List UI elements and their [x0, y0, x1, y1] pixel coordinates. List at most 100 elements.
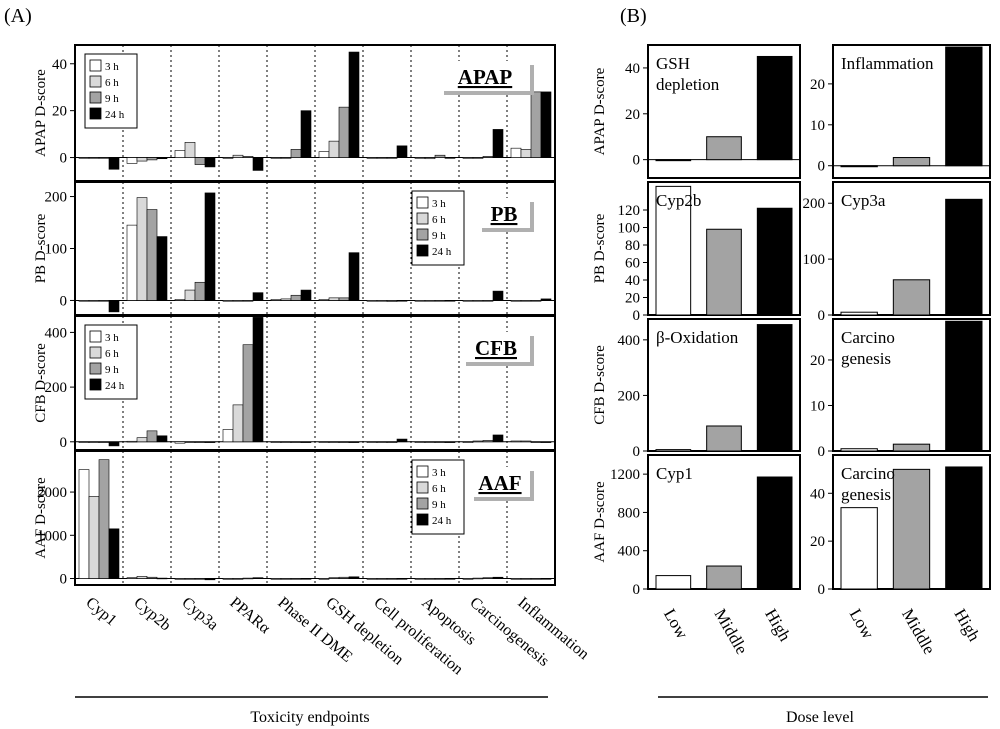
y-tick-label: 20: [810, 534, 825, 550]
bar-aaf-cyp2b-6-h: [136, 576, 148, 579]
bar-aaf-inflammation-3-h: [510, 578, 522, 580]
bar-aaf-inflammation-24-h: [540, 578, 552, 580]
bar-cfb-cyp2b-9-h: [146, 430, 158, 443]
bar-cyp2b-high: [756, 207, 793, 316]
bar-pb-cell-proliferation-6-h: [376, 300, 388, 302]
legend-swatch-24-h: [89, 378, 102, 391]
bar-pb-cell-proliferation-3-h: [366, 300, 378, 302]
bar-gsh-depletion-high: [756, 55, 793, 161]
y-tick-label: 1200: [610, 467, 640, 483]
bar-cfb-gsh-depletion-24-h: [348, 441, 360, 443]
bar-carcino-genesis-low: [840, 448, 878, 452]
bar-aaf-cyp1-6-h: [88, 496, 100, 579]
bar-aaf-cell-proliferation-6-h: [376, 578, 388, 580]
y-tick-label: 40: [52, 57, 67, 73]
bar-pb-apoptosis-9-h: [434, 300, 446, 302]
bar-aaf-cell-proliferation-3-h: [366, 578, 378, 580]
bar-apap-ppar-3-h: [222, 157, 234, 159]
y-tick-label: 200: [45, 380, 68, 396]
bar-gsh-depletion-middle: [706, 136, 742, 161]
bar-carcino-genesis-high: [945, 320, 983, 452]
bar-aaf-gsh-depletion-6-h: [328, 577, 340, 579]
y-tick-label: 0: [633, 153, 641, 169]
bar-inflammation-high: [945, 46, 983, 167]
bar-cfb-apoptosis-6-h: [424, 441, 436, 443]
bar-cfb-inflammation-3-h: [510, 440, 522, 443]
bar-apap-gsh-depletion-3-h: [318, 151, 330, 158]
panel-b-label: (B): [620, 5, 647, 27]
y-tick-label: 0: [818, 308, 826, 324]
chart-b-cfb-d-score-oxidation: 0 200 400 CFB D-score β-Oxidation: [592, 318, 801, 460]
y-axis-label: PB D-score: [33, 213, 49, 283]
plot-frame: [647, 44, 801, 179]
category-label-cyp1: Cyp1: [82, 594, 119, 629]
bar-apap-phase-ii-dme-24-h: [300, 110, 312, 158]
annotation-line: genesis: [841, 485, 891, 504]
bar-carcino-genesis-high: [945, 466, 983, 590]
legend-label-24-h: 24 h: [432, 515, 452, 527]
panel-b-xlabel: Dose level: [786, 709, 855, 726]
bar-cfb-inflammation-6-h: [520, 440, 532, 443]
legend-swatch-6-h: [416, 481, 429, 494]
bar-apap-cyp2b-24-h: [156, 157, 168, 160]
dose-label-high: High: [761, 606, 795, 645]
panel-a-xlabel: Toxicity endpoints: [250, 709, 369, 726]
y-tick-label: 60: [625, 256, 640, 272]
y-tick-label: 20: [625, 291, 640, 307]
bar-apap-carcinogenesis-9-h: [482, 156, 494, 158]
legend-label-3-h: 3 h: [105, 61, 119, 73]
y-tick-label: 200: [803, 196, 826, 212]
bar-apap-ppar-6-h: [232, 154, 244, 158]
bar-pb-ppar-3-h: [222, 300, 234, 302]
bar-apap-cyp3a-6-h: [184, 142, 196, 158]
bar-apap-cyp1-6-h: [88, 157, 100, 159]
bar-pb-cyp2b-6-h: [136, 197, 148, 301]
bar-cfb-carcinogenesis-3-h: [462, 441, 474, 443]
bar-pb-inflammation-6-h: [520, 300, 532, 302]
bar-oxidation-high: [756, 324, 793, 452]
bar-pb-cyp1-6-h: [88, 300, 100, 302]
bar-cfb-cyp1-24-h: [108, 441, 120, 447]
bar-pb-cyp3a-6-h: [184, 289, 196, 301]
bar-apap-inflammation-9-h: [530, 91, 542, 158]
bar-cfb-cyp2b-24-h: [156, 435, 168, 443]
legend-swatch-6-h: [89, 75, 102, 88]
legend-swatch-6-h: [89, 346, 102, 359]
dose-label-high: High: [950, 606, 984, 645]
bar-apap-cell-proliferation-24-h: [396, 145, 408, 158]
bar-cfb-ppar-3-h: [222, 429, 234, 443]
annotation-line: GSH: [656, 54, 690, 73]
bar-cfb-apoptosis-9-h: [434, 441, 446, 443]
legend-label-24-h: 24 h: [432, 246, 452, 258]
bar-pb-carcinogenesis-3-h: [462, 300, 474, 302]
bar-aaf-inflammation-9-h: [530, 578, 542, 580]
bar-pb-cyp1-3-h: [78, 300, 90, 302]
bar-cfb-phase-ii-dme-24-h: [300, 441, 312, 443]
bar-pb-gsh-depletion-6-h: [328, 297, 340, 301]
bar-cfb-cyp1-3-h: [78, 441, 90, 443]
y-tick-label: 400: [618, 544, 641, 560]
bar-pb-cyp2b-9-h: [146, 209, 158, 301]
y-tick-label: 400: [618, 333, 641, 349]
bar-cfb-ppar-24-h: [252, 317, 264, 443]
y-tick-label: 120: [618, 203, 641, 219]
bar-cfb-cyp1-6-h: [88, 441, 100, 443]
bar-cyp1-low: [655, 575, 692, 590]
bar-cfb-cyp3a-3-h: [174, 441, 186, 444]
bar-cfb-cyp3a-24-h: [204, 441, 216, 443]
chart-b-pb-d-score-cyp3a: 0 100 200 Cyp3a: [803, 181, 991, 324]
chart-b-aaf-d-score-carcino-genesis: 0 20 40 Carcino genesis: [810, 454, 991, 598]
chart-title: AAF: [478, 471, 521, 495]
chart-b-cfb-d-score-carcino-genesis: 0 10 20 Carcino genesis: [810, 318, 991, 460]
bar-inflammation-low: [840, 165, 878, 168]
bar-cfb-phase-ii-dme-9-h: [290, 441, 302, 443]
bar-apap-cyp1-3-h: [78, 157, 90, 159]
bar-cfb-cell-proliferation-6-h: [376, 441, 388, 443]
bar-carcino-genesis-middle: [892, 443, 931, 452]
bar-apap-cyp2b-9-h: [146, 157, 158, 161]
bar-pb-inflammation-24-h: [540, 298, 552, 301]
